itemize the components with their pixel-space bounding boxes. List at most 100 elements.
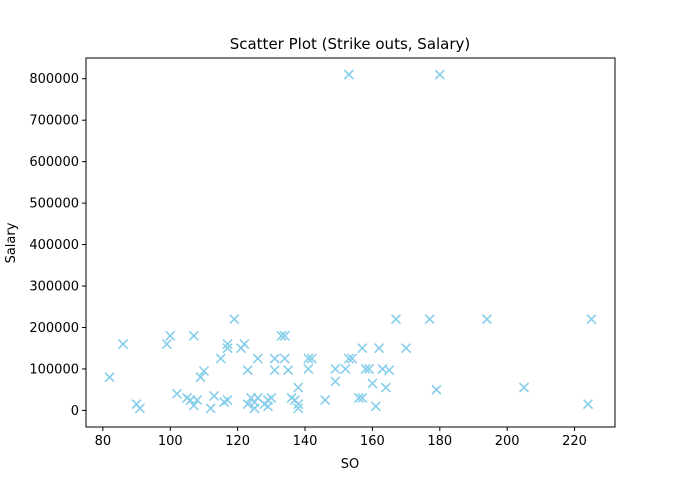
data-point: [370, 401, 381, 412]
x-tick-label: 180: [427, 434, 452, 449]
data-point-stroke: [198, 365, 209, 377]
data-point-stroke: [182, 392, 193, 404]
data-point-stroke: [279, 353, 290, 364]
data-point: [188, 330, 199, 341]
data-point-stroke: [242, 399, 253, 410]
data-point: [269, 365, 280, 376]
data-point: [104, 372, 115, 383]
data-point-stroke: [161, 339, 172, 350]
data-point: [242, 365, 253, 376]
data-point: [374, 343, 385, 354]
data-point-stroke: [374, 343, 385, 354]
data-point-stroke: [252, 392, 263, 404]
data-point: [165, 330, 176, 341]
data-point: [343, 353, 354, 364]
y-tick-label: 100000: [29, 362, 79, 377]
data-point: [195, 372, 206, 383]
data-point: [303, 363, 314, 375]
data-point: [303, 353, 314, 364]
data-point-stroke: [586, 314, 597, 325]
data-point-stroke: [104, 372, 115, 383]
data-point: [239, 339, 250, 350]
data-point: [357, 343, 368, 354]
data-point-stroke: [306, 353, 317, 364]
data-point-stroke: [117, 339, 129, 350]
data-point-stroke: [293, 403, 304, 414]
data-point: [293, 382, 304, 393]
data-point: [340, 363, 351, 375]
data-point-stroke: [165, 330, 176, 341]
data-point-stroke: [357, 392, 368, 404]
data-point: [380, 382, 391, 393]
data-point-stroke: [340, 363, 351, 375]
data-point: [208, 390, 220, 401]
data-point-stroke: [363, 363, 375, 375]
y-tick-label: 700000: [29, 114, 79, 129]
data-point: [279, 330, 290, 341]
data-point: [171, 388, 183, 399]
data-point-stroke: [269, 365, 280, 376]
data-point-stroke: [390, 314, 402, 325]
y-tick-label: 300000: [29, 280, 79, 295]
data-point-stroke: [431, 384, 442, 395]
x-tick-label: 120: [225, 434, 250, 449]
data-point-stroke: [518, 382, 530, 393]
data-point: [401, 343, 412, 354]
data-point: [279, 353, 290, 364]
data-point: [582, 399, 594, 410]
data-point-stroke: [360, 363, 371, 375]
data-point: [283, 365, 294, 376]
data-point-stroke: [293, 382, 304, 393]
data-point-stroke: [188, 400, 199, 411]
x-tick-label: 160: [360, 434, 385, 449]
y-tick-label: 600000: [29, 155, 79, 170]
data-point: [424, 314, 435, 325]
data-point-stroke: [242, 365, 253, 376]
data-point: [134, 403, 145, 414]
data-point-stroke: [320, 394, 331, 406]
data-point: [222, 339, 233, 350]
x-tick-label: 200: [495, 434, 520, 449]
data-point: [360, 363, 371, 375]
data-point-stroke: [582, 399, 594, 410]
data-point-stroke: [279, 330, 290, 341]
data-point: [222, 394, 233, 406]
data-point: [431, 384, 442, 395]
data-point-stroke: [347, 353, 358, 364]
data-point: [293, 399, 304, 410]
data-point-stroke: [330, 376, 341, 387]
data-point: [434, 69, 445, 80]
data-point: [222, 343, 233, 354]
data-point-stroke: [481, 314, 493, 325]
data-point-stroke: [343, 69, 354, 80]
data-point-stroke: [303, 353, 314, 364]
x-tick-label: 80: [95, 434, 112, 449]
y-tick-label: 0: [71, 404, 79, 419]
data-point: [276, 330, 287, 341]
data-point: [192, 394, 203, 406]
data-point: [215, 353, 226, 364]
data-point: [384, 365, 395, 376]
chart-title: Scatter Plot (Strike outs, Salary): [230, 35, 471, 53]
data-point-stroke: [370, 401, 381, 412]
data-point: [330, 363, 341, 375]
data-point-stroke: [222, 394, 233, 406]
data-point: [357, 392, 368, 404]
y-tick-label: 400000: [29, 238, 79, 253]
data-point: [390, 314, 402, 325]
data-point: [306, 353, 317, 364]
data-point: [353, 392, 364, 404]
x-tick-label: 220: [562, 434, 587, 449]
data-point: [161, 339, 172, 350]
data-point: [330, 376, 341, 387]
data-point-stroke: [239, 339, 250, 350]
data-point-stroke: [269, 353, 280, 364]
data-point: [347, 353, 358, 364]
data-point: [262, 401, 274, 412]
data-point: [481, 314, 493, 325]
data-point-stroke: [208, 390, 220, 401]
data-point: [343, 69, 354, 80]
data-point: [266, 392, 277, 404]
data-point-stroke: [286, 392, 297, 404]
data-point-stroke: [293, 399, 304, 410]
